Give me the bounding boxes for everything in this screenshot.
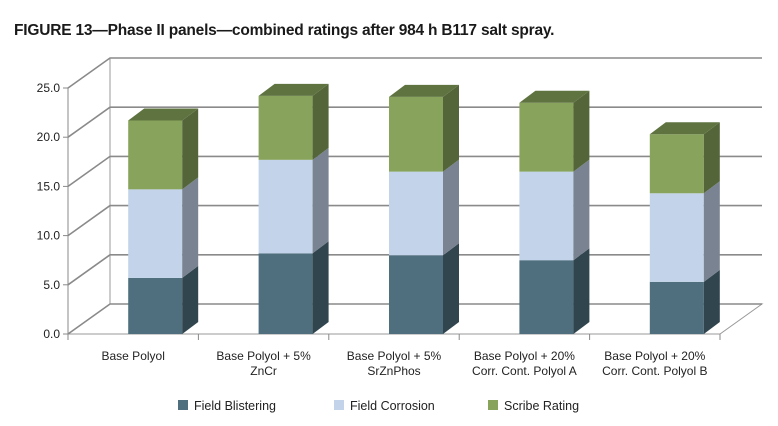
bar-segment-side — [703, 269, 720, 334]
bar-segment — [258, 95, 313, 160]
bar-segment-side — [573, 90, 590, 172]
bar-top — [389, 84, 459, 97]
x-category-label-line: Base Polyol + 5% — [216, 349, 311, 363]
y-tick-label: 25.0 — [37, 81, 61, 95]
y-tick-label: 0.0 — [43, 327, 60, 341]
bar-segment-side — [312, 83, 329, 160]
bar-stack — [519, 90, 590, 334]
bar-segment — [519, 260, 574, 334]
bar-segment-side — [443, 243, 459, 334]
legend-swatch — [334, 400, 344, 410]
bar-segment-side — [182, 177, 199, 278]
bar-segment-side — [573, 248, 590, 334]
bar-segment — [389, 171, 443, 256]
legend-label: Field Blistering — [194, 399, 276, 413]
x-category-label-line: Corr. Cont. Polyol A — [472, 364, 577, 378]
bars — [128, 83, 720, 334]
bar-top — [649, 122, 720, 135]
legend-label: Field Corrosion — [350, 399, 435, 413]
y-tick-label: 5.0 — [43, 278, 60, 292]
y-axis-ticks: 0.0 5.0 10.0 15.0 20.0 25.0 — [37, 81, 61, 341]
x-category-label: Base Polyol + 5% ZnCr — [216, 349, 311, 378]
bar-segment-side — [703, 181, 720, 282]
bar-top — [128, 108, 199, 121]
x-category-label-line: SrZnPhos — [367, 364, 420, 378]
bar-top — [258, 83, 329, 96]
x-category-label: Base Polyol + 20% Corr. Cont. Polyol A — [472, 349, 577, 378]
bar-segment-side — [573, 159, 590, 261]
y-tick-label: 15.0 — [37, 179, 61, 193]
x-category-label-line: ZnCr — [250, 364, 277, 378]
bar-segment — [128, 189, 183, 278]
x-category-label-line: Base Polyol + 5% — [347, 349, 442, 363]
legend-swatch — [488, 400, 498, 410]
bar-segment-side — [312, 241, 329, 334]
x-category-label: Base Polyol — [102, 349, 165, 363]
bar-segment — [128, 120, 183, 190]
bar-segment — [649, 281, 704, 334]
bar-segment-side — [443, 84, 459, 172]
bar-segment — [649, 193, 704, 282]
x-category-label-line: Base Polyol — [102, 349, 165, 363]
y-tick-label: 20.0 — [37, 130, 61, 144]
bar-segment — [258, 253, 313, 334]
x-category-label-line: Corr. Cont. Polyol B — [602, 364, 707, 378]
bar-segment-side — [182, 108, 199, 190]
legend-swatch — [178, 400, 188, 410]
bar-segment-side — [182, 265, 199, 334]
bar-stack — [649, 122, 720, 334]
bar-segment — [519, 102, 574, 172]
bar-segment-side — [312, 147, 329, 254]
x-category-label-line: Base Polyol + 20% — [604, 349, 705, 363]
bar-stack — [389, 84, 459, 334]
bar-segment — [649, 134, 704, 194]
bar-stack — [258, 83, 329, 334]
bar-segment — [128, 277, 183, 334]
figure-title: FIGURE 13—Phase II panels—combined ratin… — [14, 22, 555, 39]
bar-segment — [519, 171, 574, 261]
bar-segment — [258, 159, 313, 254]
legend: Field Blistering Field Corrosion Scribe Ra… — [178, 399, 579, 413]
bar-top — [519, 90, 590, 103]
x-category-label-line: Base Polyol + 20% — [474, 349, 575, 363]
legend-label: Scribe Rating — [504, 399, 579, 413]
bar-segment-side — [703, 122, 720, 194]
x-category-label: Base Polyol + 20% Corr. Cont. Polyol B — [602, 349, 707, 378]
gridline — [67, 57, 762, 89]
bar-segment — [389, 255, 443, 334]
y-tick-label: 10.0 — [37, 229, 61, 243]
bar-segment — [389, 96, 443, 172]
x-category-label: Base Polyol + 5% SrZnPhos — [347, 349, 442, 378]
bar-stack — [128, 108, 199, 334]
bar-segment-side — [443, 159, 459, 256]
